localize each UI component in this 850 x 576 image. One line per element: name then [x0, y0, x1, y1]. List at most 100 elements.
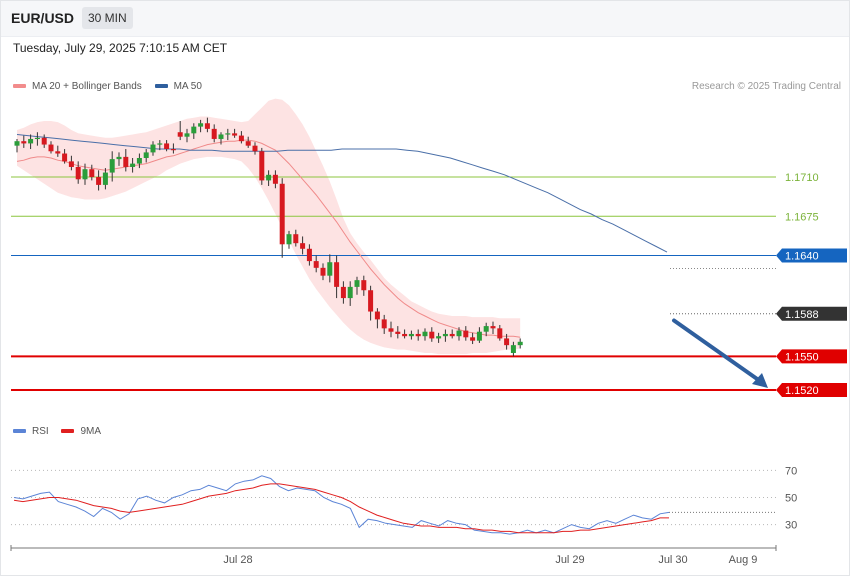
candle: [497, 324, 503, 341]
rsi-tick-label: 70: [785, 465, 797, 477]
main-legend: MA 20 + Bollinger Bands MA 50: [13, 81, 202, 92]
candle-body: [109, 159, 115, 173]
rsi-ma-line: [13, 483, 669, 534]
candle-body: [510, 345, 516, 353]
legend-item-ma20: MA 20 + Bollinger Bands: [13, 81, 142, 92]
legend-label: RSI: [32, 426, 49, 437]
level-label: 1.1710: [785, 172, 819, 184]
candle-body: [164, 143, 170, 150]
price-tag: [776, 349, 847, 364]
candle: [408, 330, 414, 340]
candle-body: [395, 331, 401, 334]
candle-body: [225, 133, 231, 135]
candle-body: [143, 152, 149, 158]
candle: [422, 328, 428, 341]
candle: [232, 128, 238, 138]
candle-body: [170, 149, 176, 151]
candle: [347, 281, 353, 306]
candle-body: [517, 341, 523, 346]
candle: [490, 321, 496, 334]
candle: [442, 329, 448, 342]
candle-body: [14, 141, 20, 146]
candle: [109, 151, 115, 182]
chart-header: EUR/USD 30 MIN: [0, 0, 850, 37]
timestamp: Tuesday, July 29, 2025 7:10:15 AM CET: [13, 41, 228, 55]
candle-body: [130, 163, 136, 167]
price-tag-label: 1.1520: [785, 385, 819, 397]
candle: [41, 134, 47, 148]
candle: [28, 134, 34, 150]
candle-body: [238, 135, 244, 142]
candle: [211, 124, 217, 143]
candle: [374, 308, 380, 329]
candle-body: [123, 156, 129, 167]
candle-body: [232, 133, 238, 136]
candle: [272, 170, 278, 189]
candle-body: [470, 337, 476, 341]
candle: [266, 170, 272, 187]
price-tag: [776, 382, 847, 397]
level-label: 1.1675: [785, 211, 819, 223]
candle-body: [102, 172, 108, 185]
candle: [293, 229, 299, 247]
candle-body: [436, 336, 442, 339]
rsi-tick-label: 30: [785, 520, 797, 532]
candle-body: [497, 328, 503, 339]
ma50-swatch: [154, 84, 168, 89]
candle: [463, 326, 469, 341]
candle-body: [300, 243, 306, 249]
candle: [334, 255, 340, 299]
candle: [306, 244, 312, 266]
candle-body: [286, 234, 292, 245]
legend-item-ma50: MA 50: [154, 81, 202, 92]
candle-body: [252, 145, 258, 152]
candle-body: [476, 331, 482, 341]
candle-body: [62, 153, 68, 162]
candle-body: [374, 311, 380, 320]
candle-body: [361, 280, 367, 291]
candle-body: [449, 333, 455, 337]
candle-body: [402, 333, 408, 337]
candle-body: [422, 331, 428, 337]
candle: [82, 163, 88, 185]
timeframe-badge[interactable]: 30 MIN: [82, 7, 133, 29]
forecast-arrowhead: [752, 372, 768, 388]
candle: [143, 149, 149, 163]
candle: [429, 327, 435, 342]
candle: [198, 119, 204, 133]
candle: [483, 322, 489, 337]
candle-body: [150, 144, 156, 153]
candle: [34, 132, 40, 146]
candle-body: [354, 280, 360, 287]
candle-body: [272, 174, 278, 184]
price-tag: [776, 248, 847, 263]
candle-body: [259, 151, 265, 181]
candle: [402, 329, 408, 339]
candle-body: [21, 141, 27, 144]
ma20-line: [16, 139, 521, 338]
candle-body: [490, 326, 496, 329]
candle: [456, 327, 462, 341]
candle: [68, 155, 74, 171]
rsi-swatch: [13, 429, 26, 434]
candle-body: [96, 177, 102, 185]
candle: [157, 140, 163, 151]
candle: [449, 329, 455, 339]
legend-label: MA 50: [173, 81, 202, 92]
candle: [123, 149, 129, 172]
candle: [368, 285, 374, 321]
candle-body: [320, 267, 326, 276]
9ma-swatch: [61, 429, 75, 434]
candle-body: [313, 261, 319, 268]
price-tag-label: 1.1550: [785, 351, 819, 363]
candle: [238, 131, 244, 144]
candle-body: [34, 137, 40, 140]
candle: [436, 332, 442, 343]
candle-body: [340, 286, 346, 299]
candle-body: [136, 158, 142, 164]
candle-body: [157, 143, 163, 145]
candle: [381, 314, 387, 334]
candle: [96, 170, 102, 191]
forecast-arrow: [672, 318, 762, 383]
